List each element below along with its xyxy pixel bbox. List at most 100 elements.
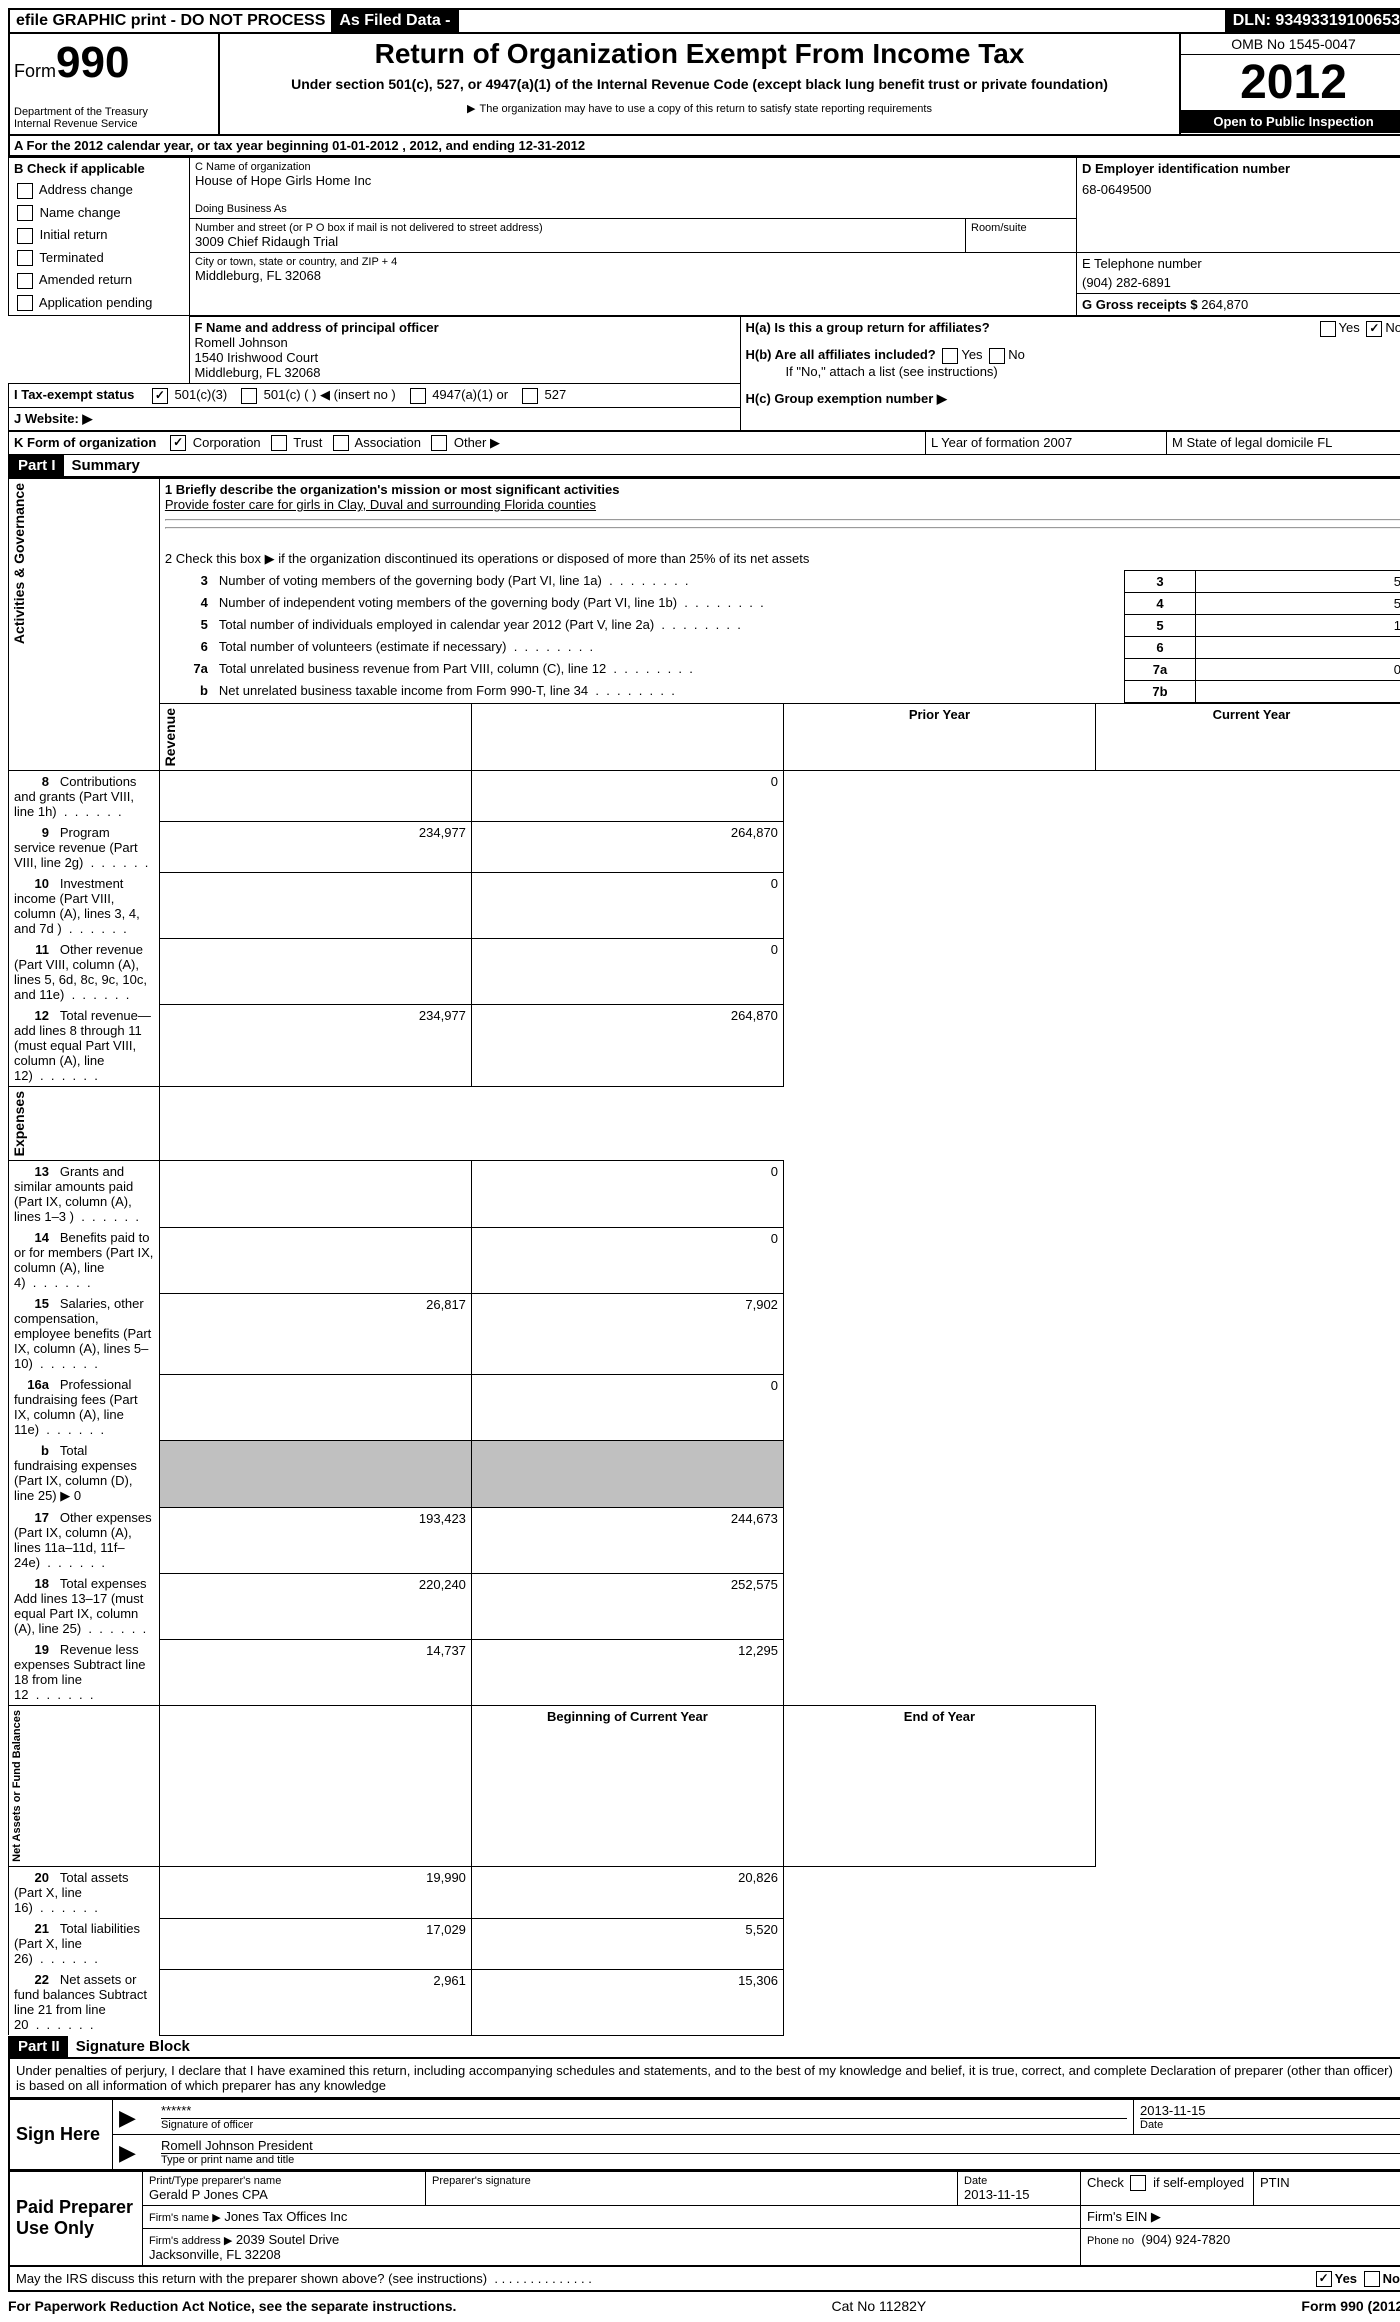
row-k: K Form of organization ✓ Corporation Tru… [8, 431, 1400, 456]
na-label: Net Assets or Fund Balances [9, 1706, 25, 1866]
part1-header: Part I [10, 455, 64, 476]
city-value: Middleburg, FL 32068 [195, 268, 1071, 283]
boxb-checkbox[interactable] [17, 295, 33, 311]
boxes-f-h: F Name and address of principal officer … [8, 316, 1400, 431]
firm-ein-label: Firm's EIN ▶ [1081, 2205, 1400, 2228]
rowi-checkbox[interactable] [410, 388, 426, 404]
officer-name: Romell Johnson [195, 335, 735, 350]
form-header: Form990 Department of the Treasury Inter… [8, 34, 1400, 136]
boxb-checkbox[interactable] [17, 273, 33, 289]
part2-header: Part II [10, 2036, 68, 2057]
year-formation: L Year of formation 2007 [926, 431, 1167, 455]
open-inspection: Open to Public Inspection [1181, 110, 1400, 133]
room-label: Room/suite [971, 222, 1071, 234]
row-j-website: J Website: ▶ [9, 407, 741, 430]
street-value: 3009 Chief Ridaugh Trial [195, 234, 960, 249]
box-g-label: G Gross receipts $ [1082, 297, 1198, 312]
ha-no-checkbox[interactable]: ✓ [1366, 321, 1382, 337]
footer-left: For Paperwork Reduction Act Notice, see … [8, 2298, 456, 2314]
form-990-label: Form990 [14, 38, 214, 88]
rowk-checkbox[interactable] [271, 435, 287, 451]
boxb-checkbox[interactable] [17, 250, 33, 266]
boxb-checkbox[interactable] [17, 183, 33, 199]
part2-title: Signature Block [68, 2038, 190, 2055]
box-f-label: F Name and address of principal officer [195, 320, 735, 335]
header-boxes-table: B Check if applicable Address change Nam… [8, 157, 1400, 316]
preparer-table: Paid Preparer Use Only Print/Type prepar… [8, 2171, 1400, 2267]
firm-phone: (904) 924-7820 [1141, 2232, 1230, 2247]
box-d-label: D Employer identification number [1082, 161, 1400, 176]
dba-label: Doing Business As [195, 203, 1071, 215]
dept-label: Department of the Treasury [14, 106, 214, 118]
hb-yes-checkbox[interactable] [942, 348, 958, 364]
paid-preparer-label: Paid Preparer Use Only [9, 2171, 143, 2266]
efile-top-bar: efile GRAPHIC print - DO NOT PROCESS As … [8, 8, 1400, 34]
box-b-label: B Check if applicable [14, 161, 184, 176]
ein-value: 68-0649500 [1082, 182, 1400, 197]
discuss-yes-checkbox[interactable]: ✓ [1316, 2271, 1332, 2287]
exp-label: Expenses [9, 1087, 29, 1160]
part1-title: Summary [64, 457, 140, 474]
ha-yes-checkbox[interactable] [1320, 321, 1336, 337]
ag-label: Activities & Governance [9, 479, 29, 648]
form-title: Return of Organization Exempt From Incom… [228, 38, 1171, 70]
box-e-label: E Telephone number [1082, 256, 1400, 271]
officer-line: Romell Johnson President [161, 2138, 1400, 2153]
preparer-name: Gerald P Jones CPA [149, 2187, 419, 2202]
sign-arrow-icon-2: ▶ [113, 2134, 156, 2170]
rowi-checkbox[interactable] [241, 388, 257, 404]
rev-label: Revenue [160, 704, 180, 770]
discuss-row: May the IRS discuss this return with the… [8, 2267, 1400, 2292]
form-subtitle-1: Under section 501(c), 527, or 4947(a)(1)… [268, 76, 1131, 92]
footer-mid: Cat No 11282Y [832, 2298, 927, 2314]
end-year-header: End of Year [783, 1706, 1095, 1867]
rowi-checkbox[interactable] [522, 388, 538, 404]
signature-table: Sign Here ▶ ****** Signature of officer … [8, 2099, 1400, 2171]
footer-right: Form 990 (2012) [1301, 2298, 1400, 2314]
self-employed-checkbox[interactable] [1130, 2175, 1146, 2191]
line1-label: 1 Briefly describe the organization's mi… [165, 482, 1400, 497]
boxb-checkbox[interactable] [17, 228, 33, 244]
efile-label: efile GRAPHIC print - DO NOT PROCESS [10, 10, 333, 32]
officer-label: Type or print name and title [161, 2153, 1400, 2166]
page-footer: For Paperwork Reduction Act Notice, see … [8, 2292, 1400, 2314]
part1-table: Activities & Governance 1 Briefly descri… [8, 478, 1400, 2036]
rowk-checkbox[interactable] [431, 435, 447, 451]
tax-year: 2012 [1181, 55, 1400, 110]
rowi-checkbox[interactable]: ✓ [152, 388, 168, 404]
officer-addr2: Middleburg, FL 32068 [195, 365, 735, 380]
row-a-tax-year: A For the 2012 calendar year, or tax yea… [8, 136, 1400, 157]
state-domicile: M State of legal domicile FL [1167, 431, 1400, 455]
officer-addr1: 1540 Irishwood Court [195, 350, 735, 365]
line1-text: Provide foster care for girls in Clay, D… [165, 497, 1400, 512]
form-subtitle-2: The organization may have to use a copy … [228, 102, 1171, 115]
city-label: City or town, state or country, and ZIP … [195, 256, 1071, 268]
rowk-checkbox[interactable] [333, 435, 349, 451]
begin-year-header: Beginning of Current Year [471, 1706, 783, 1867]
dln: DLN: 93493319100653 [1227, 10, 1400, 32]
prior-year-header: Prior Year [783, 703, 1095, 770]
street-label: Number and street (or P O box if mail is… [195, 222, 960, 234]
sig-date: 2013-11-15 [1140, 2103, 1400, 2118]
h-b: H(b) Are all affiliates included? Yes No… [746, 347, 1400, 379]
org-name: House of Hope Girls Home Inc [195, 173, 1071, 188]
sig-stars: ****** [161, 2103, 1127, 2118]
omb-number: OMB No 1545-0047 [1181, 34, 1400, 55]
gross-receipts: 264,870 [1201, 297, 1248, 312]
phone-value: (904) 282-6891 [1082, 275, 1400, 290]
hb-no-checkbox[interactable] [989, 348, 1005, 364]
current-year-header: Current Year [1095, 703, 1400, 770]
h-c: H(c) Group exemption number ▶ [746, 391, 1400, 407]
discuss-no-checkbox[interactable] [1364, 2271, 1380, 2287]
row-i-label: I Tax-exempt status [14, 387, 134, 402]
sign-here-label: Sign Here [9, 2099, 113, 2170]
prep-date: 2013-11-15 [964, 2187, 1074, 2202]
boxb-checkbox[interactable] [17, 205, 33, 221]
box-c-name-label: C Name of organization [195, 161, 1071, 173]
asfiled-label: As Filed Data - [333, 10, 458, 32]
irs-label: Internal Revenue Service [14, 118, 214, 130]
rowk-checkbox[interactable]: ✓ [170, 435, 186, 451]
perjury-text: Under penalties of perjury, I declare th… [8, 2059, 1400, 2099]
h-a: H(a) Is this a group return for affiliat… [746, 320, 1400, 335]
row-k-label: K Form of organization [14, 435, 156, 450]
